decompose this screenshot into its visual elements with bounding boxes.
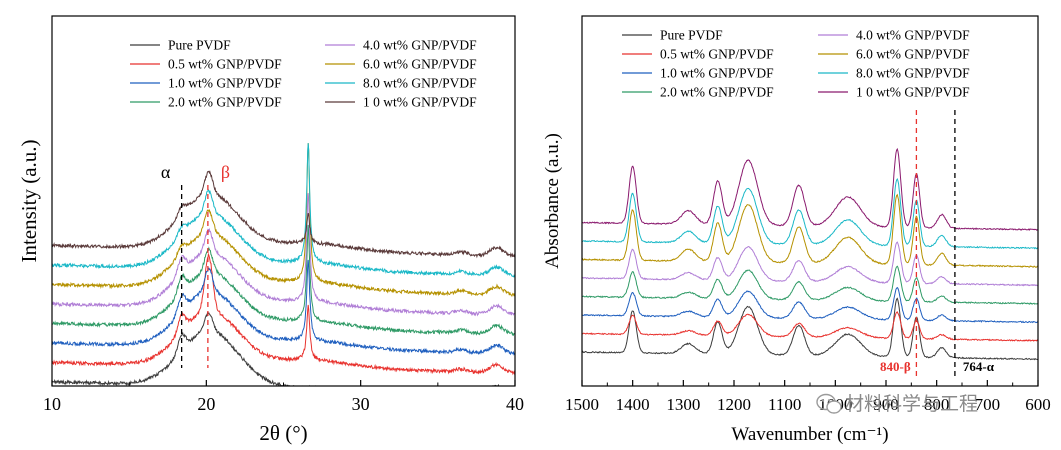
x-tick-label: 600 [1025,395,1051,414]
legend-label: 1.0 wt% GNP/PVDF [660,66,774,81]
x-tick-label: 1400 [616,395,650,414]
series-line [52,170,515,259]
series-line [582,241,1038,287]
series-line [52,252,515,376]
x-tick-label: 30 [352,394,370,414]
annotation-label: 840-β [880,359,911,374]
legend-label: Pure PVDF [660,28,723,43]
series-line [582,311,1038,342]
legend-label: 2.0 wt% GNP/PVDF [168,95,282,110]
x-axis-label: Wavenumber (cm⁻¹) [731,424,888,445]
watermark: 材料科学与工程 [816,393,978,415]
series-line [52,193,515,317]
x-axis-label: 2θ (°) [259,421,307,445]
legend-label: 1.0 wt% GNP/PVDF [168,76,282,91]
legend-label: 6.0 wt% GNP/PVDF [363,57,477,72]
x-tick-label: 900 [873,395,899,414]
y-axis-label: Absorbance (a.u.) [542,133,563,269]
watermark-text: 材料科学与工程 [845,393,978,415]
legend-label: 8.0 wt% GNP/PVDF [363,76,477,91]
annotation-label: 764-α [963,359,995,374]
legend-label: 1 0 wt% GNP/PVDF [856,85,970,100]
legend-label: Pure PVDF [168,38,231,53]
legend-label: 4.0 wt% GNP/PVDF [363,38,477,53]
series-line [582,193,1038,268]
legend-label: 0.5 wt% GNP/PVDF [660,47,774,62]
legend-label: 1 0 wt% GNP/PVDF [363,95,477,110]
y-axis-label: Intensity (a.u.) [17,139,41,262]
series-line [52,143,515,298]
annotation-label: β [221,162,230,182]
annotation-label: α [161,162,171,182]
legend-label: 8.0 wt% GNP/PVDF [856,66,970,81]
x-tick-label: 1200 [717,395,751,414]
x-tick-label: 700 [975,395,1001,414]
series-line [582,265,1038,305]
wechat-icon [816,393,842,414]
series-line [582,178,1038,250]
series-line [582,297,1038,361]
ftir-chart: 840-β764-α150014001300120011001000900800… [542,15,1051,445]
x-tick-label: 1500 [565,395,599,414]
series-line [52,224,515,337]
legend-label: 2.0 wt% GNP/PVDF [660,85,774,100]
series-line [582,286,1038,324]
x-tick-label: 1300 [666,395,700,414]
series-line [52,143,515,278]
x-tick-label: 40 [506,394,524,414]
xrd-chart: α β 10 20 30 40 2θ (°) Intensity (a.u.) Pure PVD… [17,15,524,445]
x-tick-label: 800 [924,395,950,414]
legend-label: 6.0 wt% GNP/PVDF [856,47,970,62]
x-tick-label: 20 [197,394,215,414]
legend-label: 4.0 wt% GNP/PVDF [856,28,970,43]
legend-label: 0.5 wt% GNP/PVDF [168,57,282,72]
x-tick-label: 10 [43,394,61,414]
plot-frame [51,15,516,387]
series-line [582,147,1038,231]
x-tick-label: 1100 [768,395,801,414]
series-line [52,259,515,356]
